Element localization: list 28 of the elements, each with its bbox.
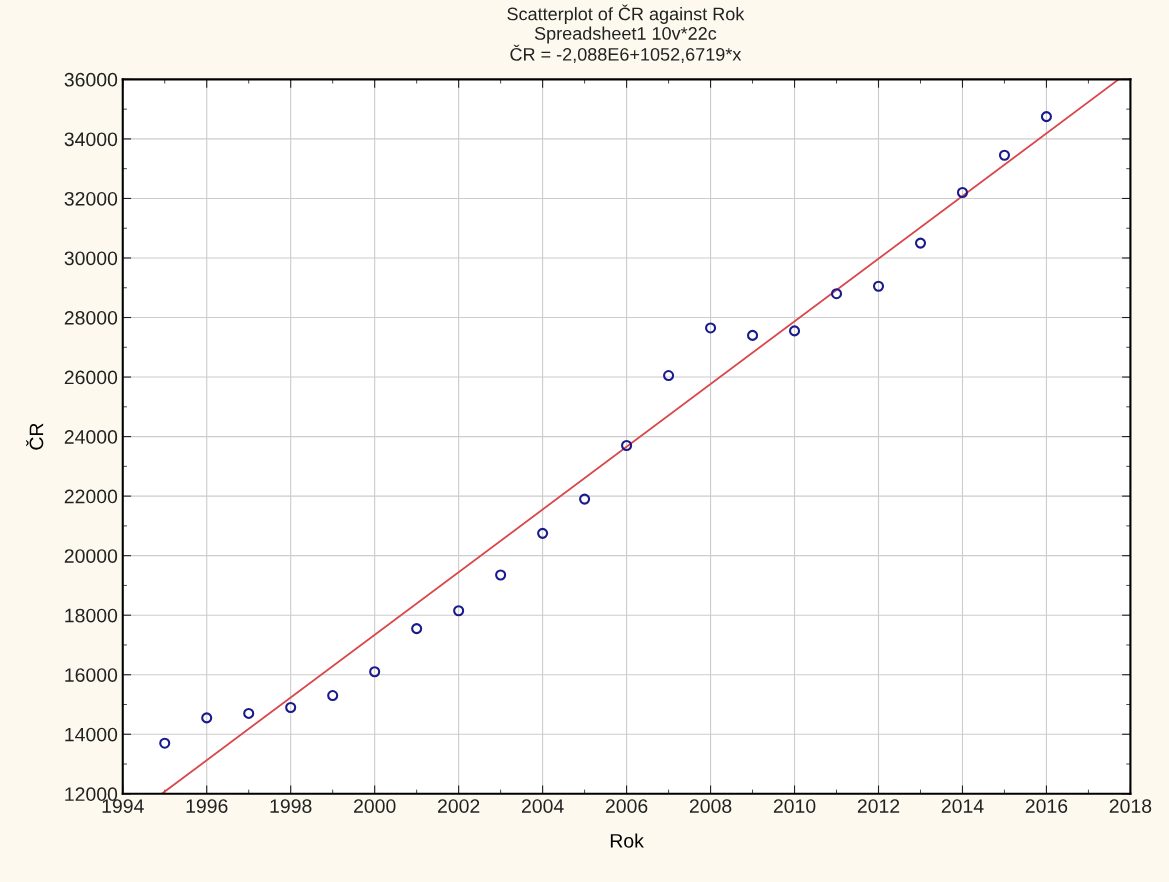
y-tick-label: 36000: [64, 72, 118, 87]
y-axis-title: ČR: [26, 423, 44, 450]
x-tick-label: 2014: [941, 799, 984, 813]
x-axis-title: Rok: [610, 833, 644, 848]
y-tick-label: 32000: [64, 191, 118, 206]
x-tick-label: 1998: [270, 799, 312, 813]
y-tick-label: 18000: [65, 608, 118, 623]
y-tick-label: 30000: [64, 251, 118, 266]
x-tick-label: 2004: [521, 799, 564, 813]
x-tick-label: 2006: [605, 799, 648, 813]
chart-subtitle: Spreadsheet1 10v*22c ČR = -2,088E6+1052,6719*x: [510, 26, 742, 63]
x-tick-label: 2016: [1025, 799, 1068, 813]
y-tick-label: 28000: [64, 310, 118, 325]
y-tick-label: 16000: [65, 668, 118, 682]
y-tick-label: 14000: [65, 727, 118, 742]
y-tick-label: 22000: [64, 489, 118, 504]
y-tick-label: 24000: [64, 430, 118, 444]
chart-title: Scatterplot of ČR against Rok: [507, 4, 745, 24]
x-tick-label: 1996: [186, 799, 228, 813]
y-tick-label: 20000: [64, 549, 118, 563]
x-tick-label: 2012: [857, 799, 900, 813]
x-tick-label: 2010: [773, 799, 816, 813]
x-tick-label: 2018: [1109, 799, 1152, 813]
y-tick-label: 34000: [64, 132, 118, 147]
x-tick-label: 2002: [437, 799, 480, 813]
y-tick-label: 26000: [64, 370, 118, 385]
x-tick-label: 2008: [689, 799, 732, 813]
x-tick-label: 2000: [354, 799, 396, 813]
